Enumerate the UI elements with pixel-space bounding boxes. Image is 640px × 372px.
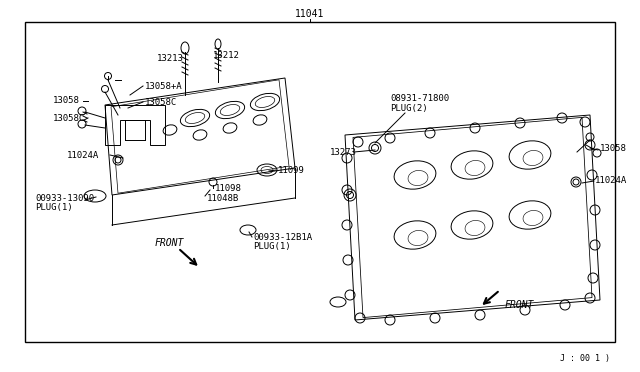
Text: J : 00 1 ): J : 00 1 ) (560, 353, 610, 362)
Text: 13213: 13213 (157, 54, 184, 62)
Text: 13058C: 13058C (53, 113, 85, 122)
Text: FRONT: FRONT (505, 300, 534, 310)
Text: PLUG(1): PLUG(1) (253, 241, 291, 250)
Text: 11098: 11098 (215, 183, 242, 192)
Text: 13058C: 13058C (145, 97, 177, 106)
Text: 13058+A: 13058+A (145, 81, 182, 90)
Text: PLUG(2): PLUG(2) (390, 103, 428, 112)
Text: 13212: 13212 (213, 51, 240, 60)
Text: 00933-12B1A: 00933-12B1A (253, 232, 312, 241)
Text: 08931-71800: 08931-71800 (390, 93, 449, 103)
Text: 11099: 11099 (278, 166, 305, 174)
Text: 11048B: 11048B (207, 193, 239, 202)
Text: FRONT: FRONT (155, 238, 184, 248)
Text: 00933-13090: 00933-13090 (35, 193, 94, 202)
Text: 11024A: 11024A (595, 176, 627, 185)
Text: 11024A: 11024A (67, 151, 99, 160)
Text: 13273: 13273 (330, 148, 357, 157)
Text: PLUG(1): PLUG(1) (35, 202, 72, 212)
Text: 13058: 13058 (53, 96, 80, 105)
Text: 11041: 11041 (295, 9, 324, 19)
Text: 13058: 13058 (600, 144, 627, 153)
Bar (25, 22, 615, 342)
